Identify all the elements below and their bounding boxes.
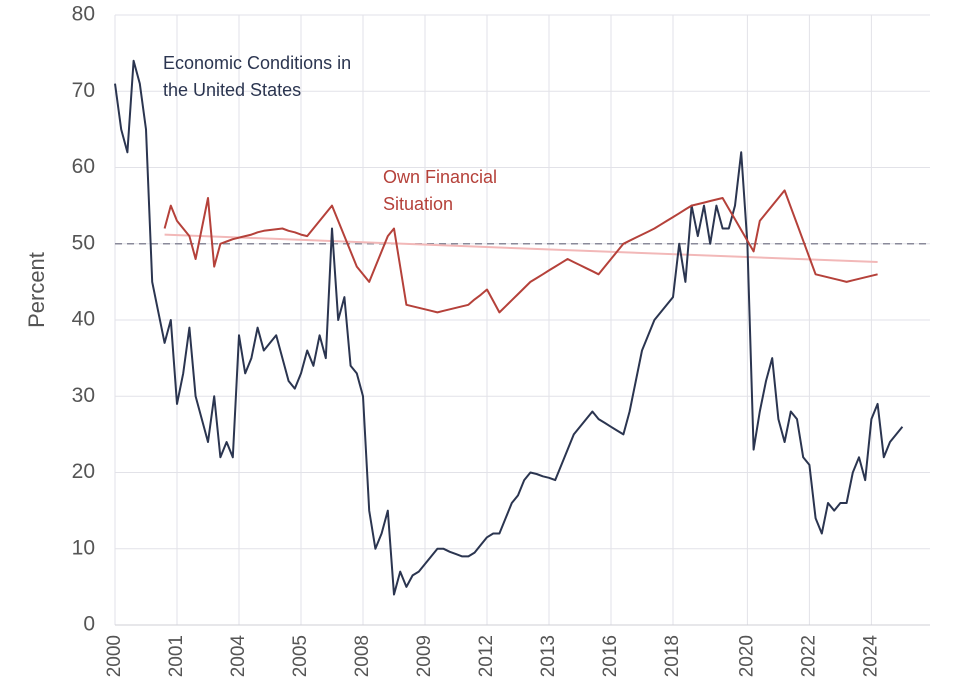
x-tick-label: 2009 [414,635,435,677]
x-tick-label: 2022 [798,635,819,677]
y-tick-label: 60 [72,155,95,178]
y-tick-label: 80 [72,3,95,26]
y-axis-label: Percent [24,252,49,328]
x-tick-label: 2016 [600,635,621,677]
y-tick-label: 50 [72,231,95,254]
x-tick-label: 2018 [662,635,683,677]
x-tick-label: 2012 [476,635,497,677]
x-tick-label: 2008 [352,635,373,677]
x-tick-label: 2005 [290,635,311,677]
x-tick-label: 2000 [104,635,125,677]
x-tick-label: 2004 [228,635,249,678]
x-tick-label: 2013 [538,635,559,677]
y-tick-label: 70 [72,79,95,102]
x-tick-label: 2020 [736,635,757,677]
series-label: the United States [163,80,301,100]
series-label: Situation [383,194,453,214]
y-tick-label: 30 [72,384,95,407]
x-tick-label: 2024 [860,635,881,678]
trend-line [164,233,878,264]
y-tick-label: 40 [72,308,95,331]
x-tick-label: 2001 [166,635,187,677]
series-line [114,59,904,596]
series-line [163,189,878,314]
series-label: Economic Conditions in [163,53,351,73]
y-tick-label: 10 [72,536,95,559]
series-label: Own Financial [383,167,497,187]
y-tick-label: 20 [72,460,95,483]
y-tick-label: 0 [83,613,95,636]
